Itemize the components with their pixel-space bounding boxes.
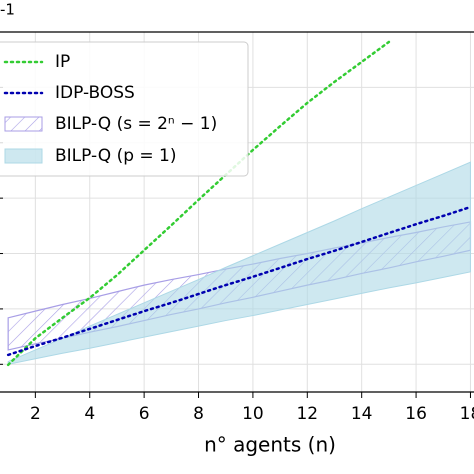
x-tick-label: 14 — [351, 404, 373, 424]
offset-text: -1 — [0, 1, 15, 19]
legend-swatch — [4, 148, 43, 164]
legend: IP IDP-BOSS BILP-Q (s = 2ⁿ − 1) BILP-Q (p =… — [0, 41, 249, 177]
x-tick-label: 12 — [296, 404, 318, 424]
legend-label: BILP-Q (s = 2ⁿ − 1) — [55, 114, 217, 134]
x-axis-label: n° agents (n) — [204, 433, 336, 457]
legend-label: IDP-BOSS — [55, 83, 135, 103]
line — [6, 205, 472, 357]
x-tick-label: 10 — [242, 404, 264, 424]
x-tick-label: 4 — [84, 404, 95, 424]
legend-swatch — [4, 116, 43, 132]
x-tick-label: 18 — [460, 404, 474, 424]
line — [6, 40, 391, 367]
x-tick-label: 16 — [405, 404, 427, 424]
x-tick-label: 6 — [139, 404, 150, 424]
legend-label: IP — [55, 52, 70, 72]
band — [7, 161, 471, 365]
x-tick-label: 8 — [193, 404, 204, 424]
x-tick-label: 2 — [30, 404, 41, 424]
legend-box — [0, 41, 249, 177]
legend-label: BILP-Q (p = 1) — [55, 146, 177, 166]
